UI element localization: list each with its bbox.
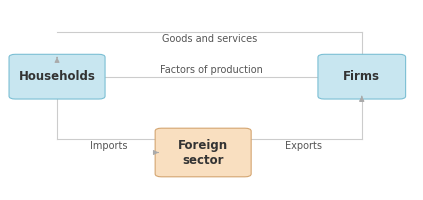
FancyBboxPatch shape bbox=[155, 128, 251, 177]
FancyBboxPatch shape bbox=[318, 54, 406, 99]
Text: Households: Households bbox=[19, 70, 96, 83]
Text: Factors of production: Factors of production bbox=[160, 65, 263, 75]
Text: Firms: Firms bbox=[343, 70, 380, 83]
Text: Imports: Imports bbox=[91, 141, 128, 151]
FancyBboxPatch shape bbox=[9, 54, 105, 99]
Text: Foreign
sector: Foreign sector bbox=[178, 139, 228, 166]
Text: Goods and services: Goods and services bbox=[162, 34, 257, 44]
Text: Exports: Exports bbox=[285, 141, 322, 151]
